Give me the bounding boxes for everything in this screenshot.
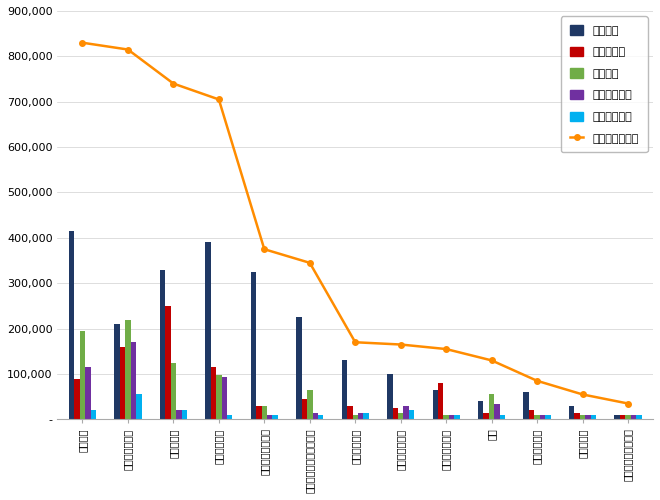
브랜드평판지수 [351,339,359,345]
Bar [569,406,574,419]
Bar [574,412,580,420]
브랜드평판지수 [397,342,405,347]
브랜드평판지수 [124,46,132,52]
Bar [636,415,642,420]
Bar [296,318,302,420]
Bar [540,415,545,420]
브랜드평판지수 [306,260,314,266]
Bar [160,270,165,420]
Bar [267,415,273,420]
Bar [591,415,596,420]
브랜드평판지수 [624,400,632,406]
Bar [478,401,484,419]
Bar [119,347,125,420]
Bar [75,378,80,420]
Bar [69,231,75,420]
Bar [85,367,90,420]
Bar [545,415,550,420]
Bar [222,377,227,420]
Bar [90,410,96,420]
Bar [256,406,261,419]
Bar [131,342,136,419]
브랜드평판지수 [170,80,178,86]
브랜드평판지수 [488,358,496,364]
Bar [114,324,119,420]
Bar [484,412,489,420]
Bar [398,412,403,420]
Bar [182,410,187,420]
Bar [494,404,500,419]
Bar [211,367,216,420]
Bar [342,360,347,420]
Bar [393,408,398,420]
Bar [529,410,535,420]
Bar [307,390,312,420]
Bar [387,374,393,420]
Bar [585,415,591,420]
Bar [620,415,625,420]
Bar [216,376,222,420]
브랜드평판지수 [442,346,450,352]
Bar [500,415,506,420]
Bar [205,242,211,420]
Bar [614,415,620,420]
Bar [261,406,267,419]
브랜드평판지수 [579,392,587,398]
Bar [535,415,540,420]
Line: 브랜드평판지수: 브랜드평판지수 [80,40,631,406]
Bar [449,415,454,420]
Bar [631,415,636,420]
Bar [523,392,529,419]
브랜드평판지수 [215,96,223,102]
Bar [136,394,141,419]
Bar [125,320,131,420]
Bar [438,383,444,420]
Bar [347,406,352,419]
Bar [251,272,256,420]
Bar [176,410,182,420]
Bar [312,412,318,420]
Bar [409,410,414,420]
브랜드평판지수 [260,246,268,252]
Bar [358,412,364,420]
Bar [454,415,460,420]
Bar [273,415,278,420]
Bar [227,415,232,420]
브랜드평판지수 [533,378,541,384]
Bar [80,331,85,420]
Bar [432,390,438,420]
Bar [352,415,358,420]
Bar [489,394,494,419]
브랜드평판지수 [79,40,86,46]
Bar [165,306,171,420]
Legend: 참여지수, 미디어지수, 소통지수, 커뮤니티지수, 사회공헌지수, 브랜드평판지수: 참여지수, 미디어지수, 소통지수, 커뮤니티지수, 사회공헌지수, 브랜드평판… [561,16,647,152]
Bar [302,399,307,419]
Bar [444,415,449,420]
Bar [171,362,176,420]
Bar [403,406,409,419]
Bar [318,415,323,420]
Bar [580,415,585,420]
Bar [625,415,631,420]
Bar [364,412,369,420]
